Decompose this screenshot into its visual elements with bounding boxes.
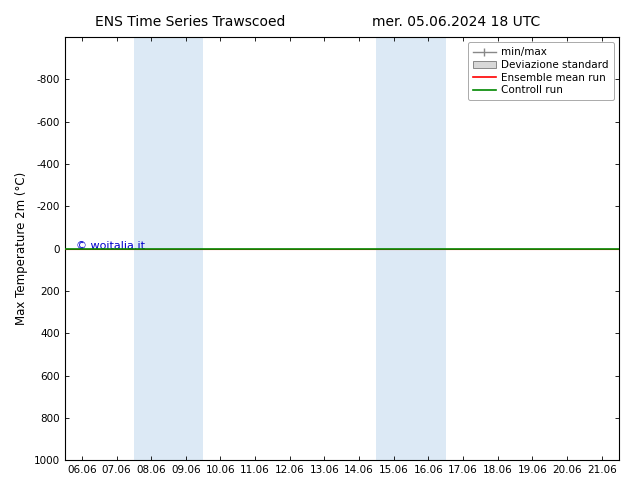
Bar	[377, 37, 446, 460]
Legend: min/max, Deviazione standard, Ensemble mean run, Controll run: min/max, Deviazione standard, Ensemble m…	[468, 42, 614, 100]
Text: © woitalia.it: © woitalia.it	[75, 242, 145, 251]
Text: mer. 05.06.2024 18 UTC: mer. 05.06.2024 18 UTC	[372, 15, 541, 29]
Y-axis label: Max Temperature 2m (°C): Max Temperature 2m (°C)	[15, 172, 28, 325]
Text: ENS Time Series Trawscoed: ENS Time Series Trawscoed	[95, 15, 285, 29]
Bar	[134, 37, 203, 460]
